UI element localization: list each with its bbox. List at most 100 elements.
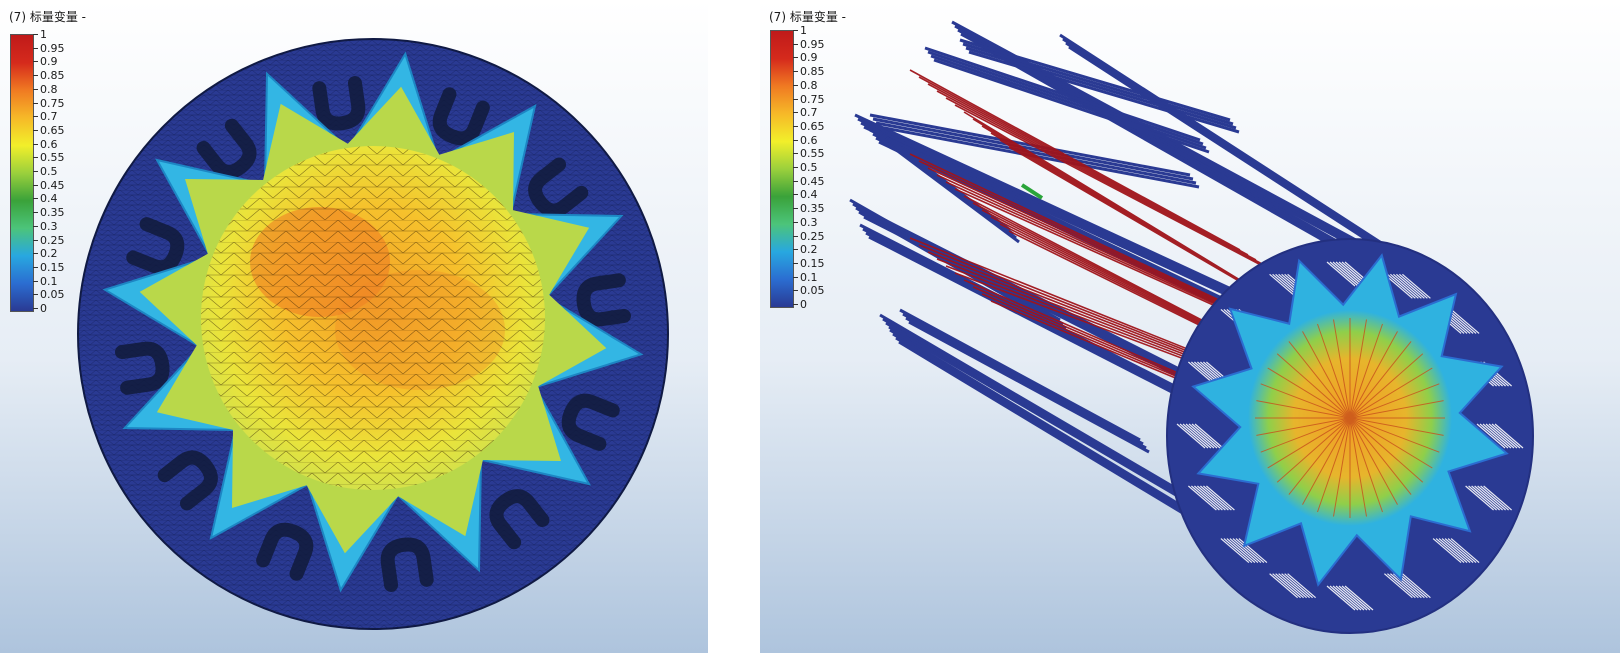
colorbar-tick-label: 0.9 [793,51,818,65]
right-viewport[interactable]: (7) 标量变量 - 1 0.95 0.9 0.85 0.8 0.75 0.7 0.65 0.6… [760,0,1620,653]
colorbar-tick-label: 0.65 [793,119,825,133]
streamline [1008,146,1281,306]
streamline [872,117,1194,181]
colorbar-tick-label: 0.95 [793,37,825,51]
cap-mesh-line [1441,538,1471,564]
slot-outline [380,537,434,593]
streamline [918,76,1249,256]
streamline [879,313,1231,522]
colorbar-tick-label: 0.05 [33,288,65,302]
colorbar-tick-label: 0.9 [33,55,58,69]
colorbar-tick-label: 0.35 [33,206,65,220]
streamline [918,160,1249,316]
cap-mesh-line [1269,573,1298,599]
slot-outline [256,522,314,581]
streamline [909,69,1241,251]
colorbar-tick-label: 0.1 [33,274,58,288]
cap-mesh-line [1278,573,1307,599]
colorbar-tick-label: 0.4 [33,192,58,206]
streamline [930,54,1207,150]
cap-mesh-line [1229,538,1259,564]
cap-mesh-line [1491,423,1521,449]
cap-mesh-line [1471,485,1500,511]
cap-mesh-line [1479,423,1509,449]
cap-mesh-line [1188,485,1217,511]
colorbar-tick-label: 0.85 [33,69,65,83]
streamline [927,167,1257,321]
cap-mesh-line [1483,485,1512,511]
cap-mesh-line [1223,538,1253,564]
streamline [954,104,1281,276]
streamline-3d-view[interactable] [760,0,1620,653]
cap-mesh-line [1287,573,1316,599]
cap-mesh-line [1450,538,1480,564]
colorbar-tick-label: 0.95 [33,41,65,55]
slot-outline [432,87,490,146]
cap-mesh-line [1384,573,1413,599]
streamline [899,308,1141,442]
cap-mesh-line [1396,273,1425,299]
colorbar-tick-label: 0 [33,302,47,315]
colorbar-tick-label: 0.25 [793,229,825,243]
cap-mesh-line [1494,423,1524,449]
cap-mesh-line [1444,538,1474,564]
streamline [933,58,1210,154]
cap-mesh-line [1335,261,1365,287]
cap-mesh-line [1284,573,1313,599]
colorbar-tick-label: 0.5 [33,165,58,178]
cap-mesh-line [1220,538,1250,564]
cap-mesh-line [1332,261,1362,287]
cap-mesh-line [1194,423,1224,449]
streamline [973,40,1380,274]
colorbar-tick-label: 0.3 [793,215,818,229]
colorbar-tick-label: 0.45 [793,174,825,188]
colorbar-tick-label: 0 [793,298,807,311]
streamline [962,42,1234,126]
cap-mesh-line [1185,423,1215,449]
left-viewport[interactable]: (7) 标量变量 - 1 0.95 0.9 0.85 0.8 0.75 0.7 0.65 0.6… [0,0,708,653]
cap-mesh-line [1332,585,1362,611]
cap-mesh-line [1197,485,1226,511]
streamline-mid [1020,183,1044,200]
cap-mesh-line [1191,423,1221,449]
cap-mesh-line [1432,538,1462,564]
cap-mesh-line [1465,485,1494,511]
hub-streamline [1256,400,1444,436]
colorbar-tick-label: 0.65 [33,123,65,137]
colorbar-tick-label: 0.8 [793,78,818,92]
streamline [908,320,1150,454]
slot-outline [126,217,185,275]
colorbar-tick-label: 0.05 [793,284,825,298]
cap-mesh-line [1182,423,1212,449]
slot-outline [576,273,632,327]
cap-mesh-line [1438,538,1468,564]
cap-mesh-line [1476,423,1506,449]
streamline [927,50,1204,146]
colorbar-tick-label: 0.1 [793,270,818,284]
colorbar-tick-label: 0.85 [793,65,825,79]
streamline [927,83,1257,261]
streamline [945,97,1273,271]
cap-mesh-line [1206,485,1235,511]
colorbar-tick-label: 0.25 [33,233,65,247]
streamline [902,312,1144,446]
cap-mesh-line [1468,485,1497,511]
slot-outline [489,489,550,550]
colorbar [10,34,34,312]
streamline [909,237,1241,371]
slot-outline [312,75,366,131]
cap-mesh-line [1393,273,1422,299]
colorbar-tick-label: 0.8 [33,82,58,96]
cap-mesh-line [1435,538,1465,564]
cap-mesh-line [1477,485,1506,511]
colorbar-tick-label: 0.55 [33,151,65,165]
cap-mesh-line [1238,538,1268,564]
cap-mesh-line [1450,308,1480,334]
stator-cross-section[interactable] [0,0,708,653]
slot-outline [196,118,257,179]
cap-mesh-line [1390,573,1419,599]
colorbar-tick-label: 0.5 [793,161,818,174]
streamline [936,90,1265,266]
streamline [1062,37,1404,261]
colorbar-tick-label: 0.75 [33,96,65,110]
